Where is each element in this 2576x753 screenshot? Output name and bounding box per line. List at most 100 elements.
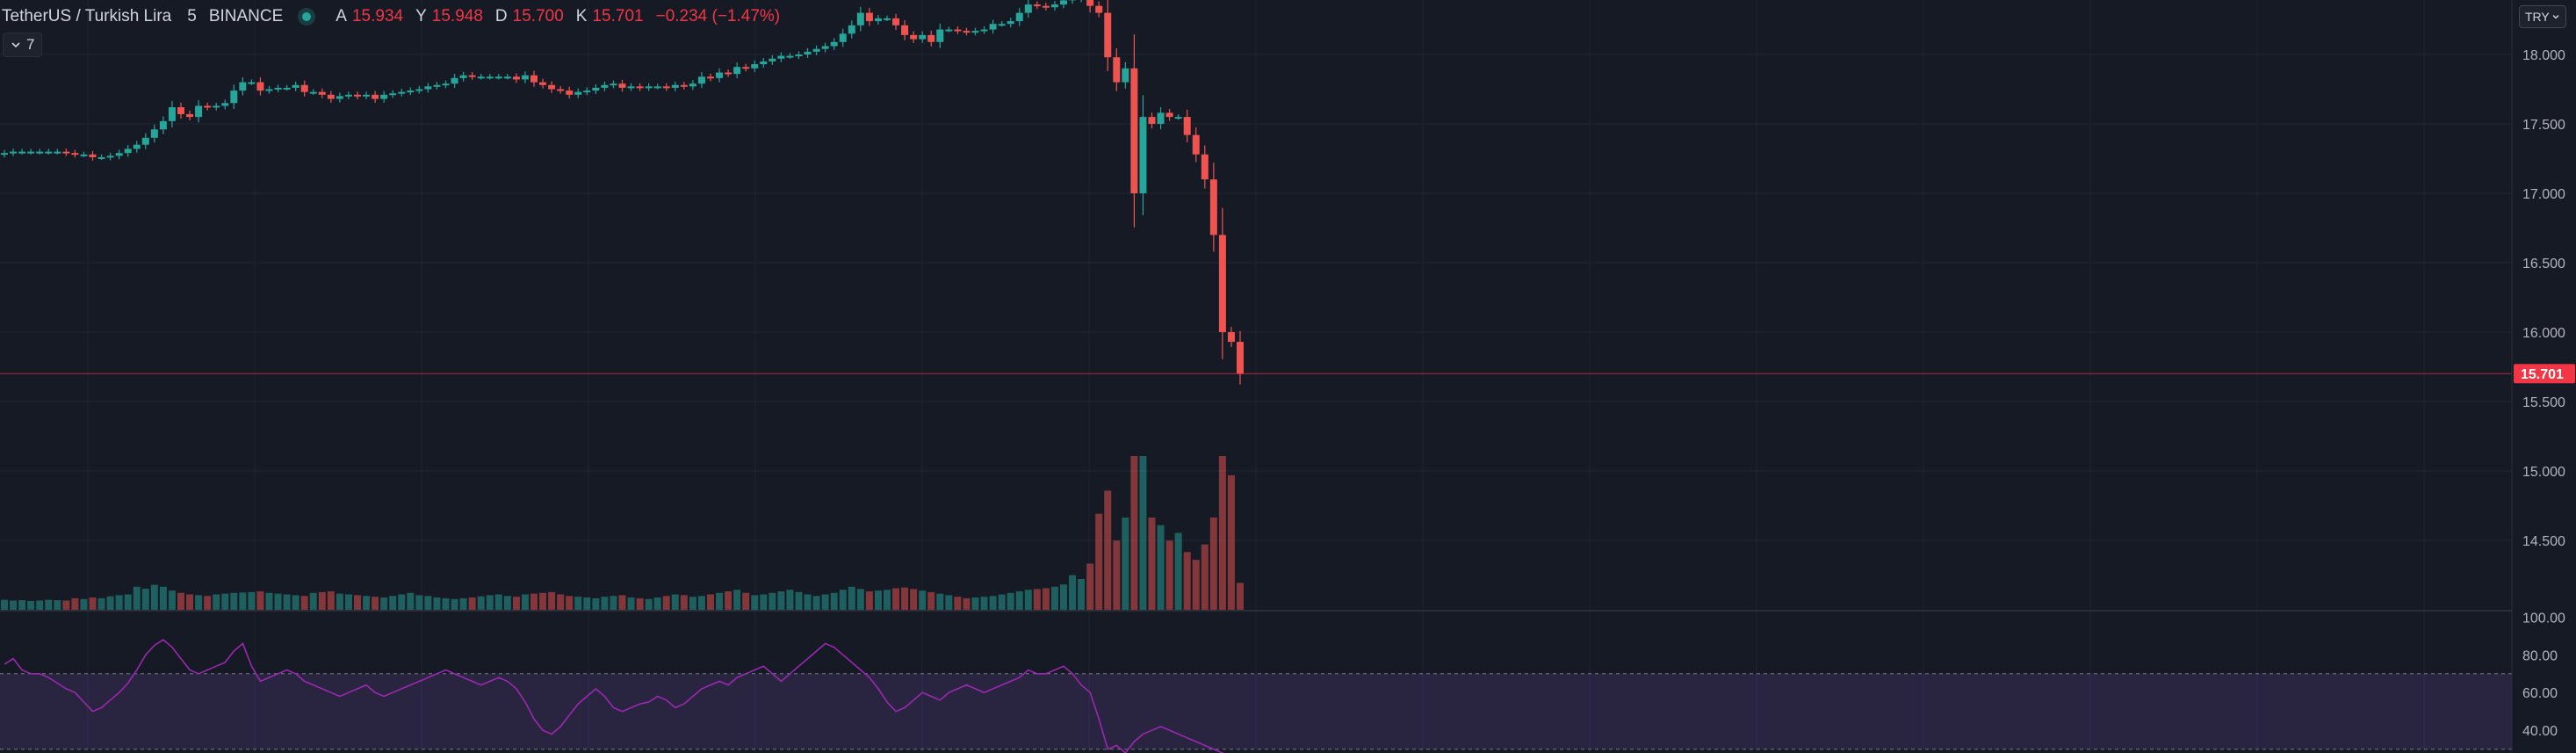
candle-body <box>539 82 547 85</box>
volume-bar <box>451 598 458 610</box>
volume-bar <box>1033 589 1041 610</box>
volume-bar <box>1122 518 1129 610</box>
candle-body <box>627 86 635 89</box>
candle-body <box>1237 342 1244 374</box>
candle-body <box>566 91 574 95</box>
candle-body <box>751 64 759 69</box>
candle-body <box>106 156 114 158</box>
candle-body <box>1174 117 1182 119</box>
volume-bar <box>159 586 167 610</box>
candle-body <box>512 76 520 80</box>
volume-bar <box>283 594 291 610</box>
candle-body <box>265 89 273 91</box>
volume-bar <box>415 595 423 610</box>
candle-body <box>645 86 653 89</box>
volume-bar <box>910 589 918 610</box>
volume-bar <box>1113 540 1121 610</box>
interval-label[interactable]: 5 <box>187 7 197 25</box>
candle-body <box>309 91 317 94</box>
indicators-toggle-button[interactable]: 7 <box>3 33 43 57</box>
candle-body <box>318 91 326 95</box>
indicators-count: 7 <box>26 36 35 53</box>
currency-select-button[interactable]: TRY <box>2519 5 2566 28</box>
candle-body <box>733 67 741 75</box>
candle-body <box>618 83 626 88</box>
candle-body <box>1033 4 1041 7</box>
last-price-label: 15.701 <box>2521 367 2564 382</box>
candle-body <box>601 84 609 88</box>
volume-bar <box>566 596 574 610</box>
candle-body <box>592 87 600 91</box>
candle-body <box>503 76 511 79</box>
volume-bar <box>725 591 732 610</box>
volume-bar <box>1237 583 1244 610</box>
candle-body <box>919 34 927 40</box>
candle-body <box>971 31 979 33</box>
volume-bar <box>459 597 467 610</box>
exchange-label: BINANCE <box>208 7 284 25</box>
candle-body <box>97 156 105 159</box>
candle-body <box>839 33 847 42</box>
candle-body <box>204 105 212 108</box>
candle-body <box>80 154 88 156</box>
candle-body <box>583 91 591 93</box>
candle-body <box>300 84 308 92</box>
candle-body <box>292 84 299 88</box>
volume-bar <box>442 597 450 610</box>
price-axis[interactable]: 18.50018.00017.50017.00016.50016.00015.5… <box>2511 0 2576 753</box>
candle-body <box>1148 117 1156 124</box>
candle-body <box>760 61 768 65</box>
candle-body <box>150 129 158 138</box>
volume-bar <box>45 599 53 610</box>
market-status-icon[interactable] <box>302 12 312 21</box>
volume-bar <box>786 590 794 610</box>
candle-body <box>812 48 820 52</box>
volume-bar <box>1201 544 1209 610</box>
symbol-title[interactable]: TetherUS / Turkish Lira <box>2 7 172 25</box>
volume-bar <box>195 595 203 610</box>
candle-body <box>18 151 26 154</box>
volume-bar <box>230 592 238 610</box>
candle-body <box>45 151 53 154</box>
volume-bar <box>318 591 326 610</box>
price-tick-label: 15.500 <box>2522 395 2565 410</box>
volume-bar <box>97 597 105 610</box>
volume-bar <box>662 596 670 610</box>
candle-body <box>71 153 79 156</box>
volume-bar <box>168 590 176 610</box>
candle-body <box>671 84 679 88</box>
candle-body <box>927 34 935 42</box>
candle-body <box>389 93 397 96</box>
volume-bar <box>1086 563 1094 610</box>
volume-bar <box>292 595 299 610</box>
rsi-tick-label: 100.00 <box>2522 611 2565 626</box>
candle-body <box>380 94 388 99</box>
volume-bar <box>477 596 485 610</box>
chevron-down-icon <box>11 42 20 48</box>
candle-body <box>363 94 371 97</box>
candle-body <box>980 29 988 32</box>
candle-body <box>10 151 18 154</box>
candle-body <box>874 18 882 22</box>
candle-body <box>1139 117 1147 193</box>
candle-body <box>777 55 785 59</box>
candle-body <box>27 151 35 154</box>
candle-body <box>725 72 732 75</box>
candle-body <box>159 120 167 130</box>
volume-bar <box>1050 586 1058 610</box>
candle-body <box>1042 5 1050 8</box>
candle-body <box>548 84 556 90</box>
candle-body <box>248 82 256 84</box>
volume-bar <box>671 594 679 610</box>
candle-body <box>610 83 617 86</box>
candle-body <box>821 46 829 49</box>
volume-bar <box>839 590 847 610</box>
price-tick-label: 18.000 <box>2522 48 2565 63</box>
high-key: Y <box>415 7 427 25</box>
volume-bar <box>627 597 635 610</box>
volume-bar <box>645 598 653 610</box>
volume-bar <box>1024 590 1032 610</box>
candle-body <box>1130 68 1138 193</box>
volume-bar <box>653 597 661 610</box>
